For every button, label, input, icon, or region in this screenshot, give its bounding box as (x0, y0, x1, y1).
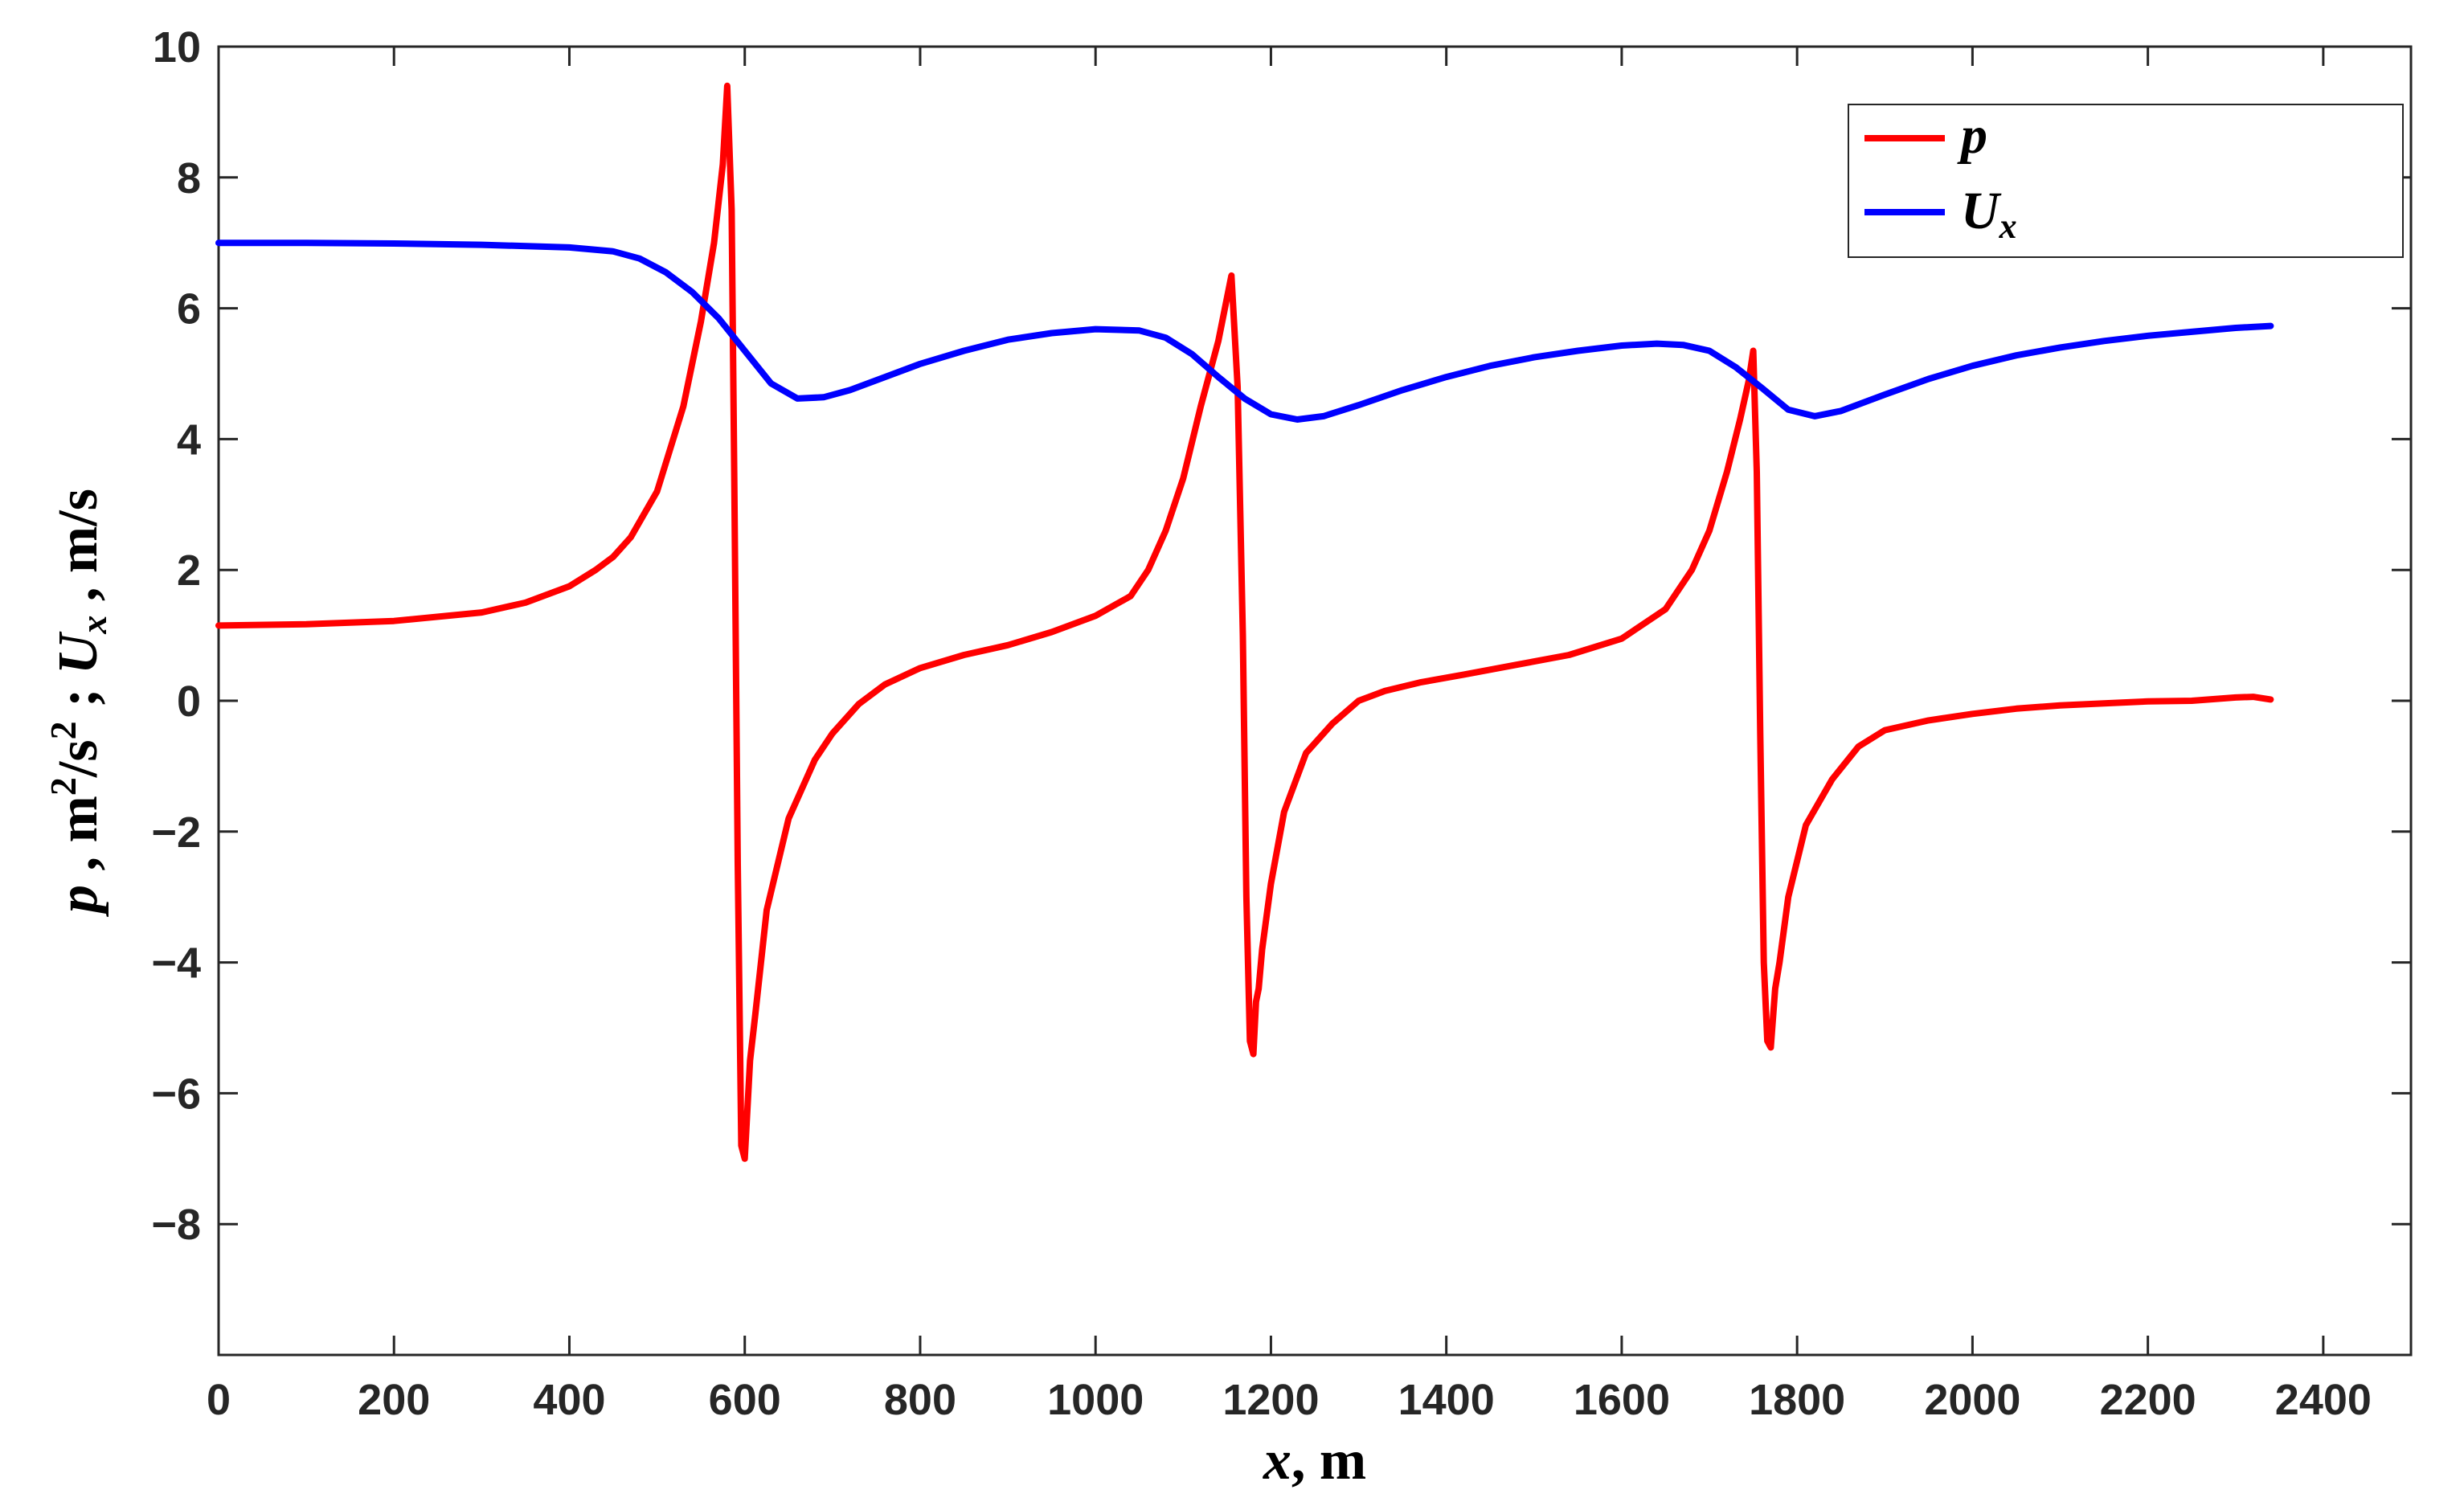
legend-label-p: p (1957, 106, 1987, 165)
series-line-ux (215, 239, 2274, 423)
x-tick-label: 2400 (2275, 1376, 2372, 1424)
x-tick-label: 0 (207, 1376, 231, 1424)
y-tick-label: 8 (177, 154, 201, 203)
y-axis-ticks: −8 −6 −4 −2 0 2 4 6 8 10 (151, 23, 2411, 1249)
x-tick-label: 600 (709, 1376, 781, 1424)
y-axis-label: p , m2/s2 ; Ux , m/s (43, 489, 114, 917)
y-tick-label: −2 (151, 808, 201, 857)
series-line-p (215, 82, 2274, 1162)
y-tick-label: −8 (151, 1201, 201, 1249)
x-tick-label: 1400 (1398, 1376, 1495, 1424)
legend-box (1848, 104, 2404, 258)
series-layer (215, 82, 2274, 1162)
x-axis-label: x, m (1263, 1430, 1366, 1492)
x-tick-label: 2200 (2100, 1376, 2196, 1424)
y-tick-label: −4 (151, 939, 201, 988)
legend-label-ux: Ux (1961, 182, 2017, 246)
y-tick-label: −6 (151, 1070, 201, 1118)
x-tick-label: 1800 (1749, 1376, 1845, 1424)
y-tick-label: 6 (177, 285, 201, 334)
x-axis-ticks: 0 200 400 600 800 1000 1200 1400 1600 1800 2000 220… (207, 47, 2372, 1424)
legend: p Ux (1848, 104, 2404, 258)
x-tick-label: 1600 (1574, 1376, 1670, 1424)
x-tick-label: 1000 (1047, 1376, 1144, 1424)
y-tick-label: 4 (177, 415, 201, 464)
x-tick-label: 1200 (1222, 1376, 1319, 1424)
y-tick-label: 2 (177, 546, 201, 595)
y-tick-label: 0 (177, 677, 201, 726)
plot-area (217, 45, 2413, 1357)
x-tick-label: 200 (358, 1376, 430, 1424)
x-tick-label: 800 (884, 1376, 956, 1424)
x-tick-label: 2000 (1924, 1376, 2020, 1424)
x-tick-label: 400 (533, 1376, 605, 1424)
y-tick-label: 10 (153, 23, 201, 72)
